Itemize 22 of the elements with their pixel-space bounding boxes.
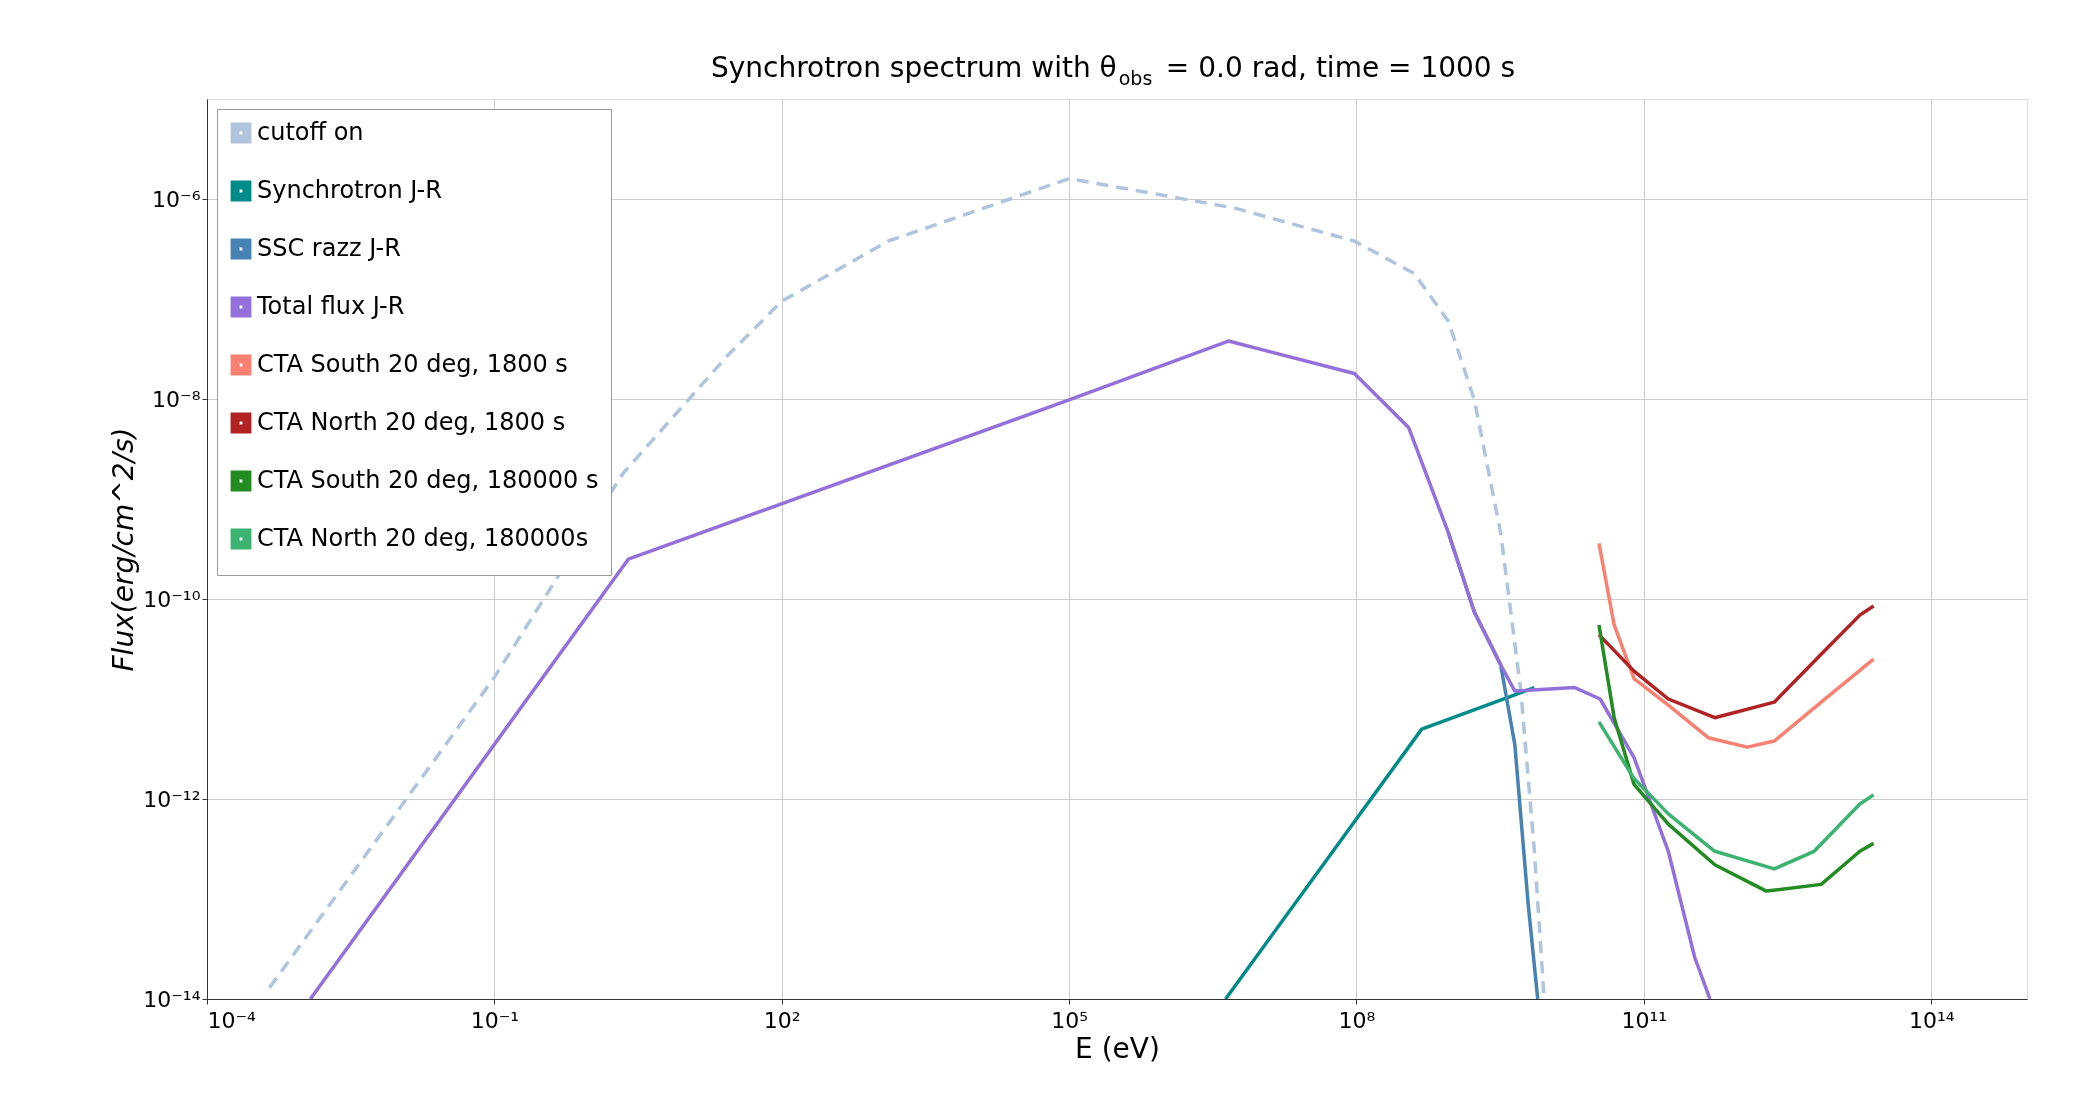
x-tick-label: 10² [763,1007,801,1033]
legend-label: CTA North 20 deg, 180000s [257,524,589,552]
x-tick-label: 10⁸ [1338,1007,1376,1033]
x-axis-title: E (eV) [1075,1031,1160,1065]
legend-label: SSC razz J-R [257,234,401,262]
y-tick-label: 10⁻¹⁴ [143,986,201,1012]
x-tick-label: 10⁵ [1051,1007,1089,1033]
x-tick-label: 10¹⁴ [1908,1007,1955,1033]
y-tick-label: 10⁻¹⁰ [143,586,201,612]
y-tick-label: 10⁻⁸ [152,386,201,412]
x-tick-label: 10⁻⁴ [207,1007,257,1033]
legend-label: Synchrotron J-R [257,176,442,204]
x-tick-label: 10⁻¹ [470,1007,520,1033]
legend-label: CTA South 20 deg, 1800 s [257,350,568,378]
y-tick-label: 10⁻⁶ [152,186,201,212]
legend-label: cutoff on [257,118,364,146]
legend-label: Total flux J-R [256,292,405,320]
y-axis-title: Flux(erg/cm^2/s) [107,427,141,672]
legend-label: CTA South 20 deg, 180000 s [257,466,599,494]
legend-label: CTA North 20 deg, 1800 s [257,408,566,436]
x-tick-label: 10¹¹ [1621,1007,1668,1033]
y-tick-label: 10⁻¹² [143,786,201,812]
